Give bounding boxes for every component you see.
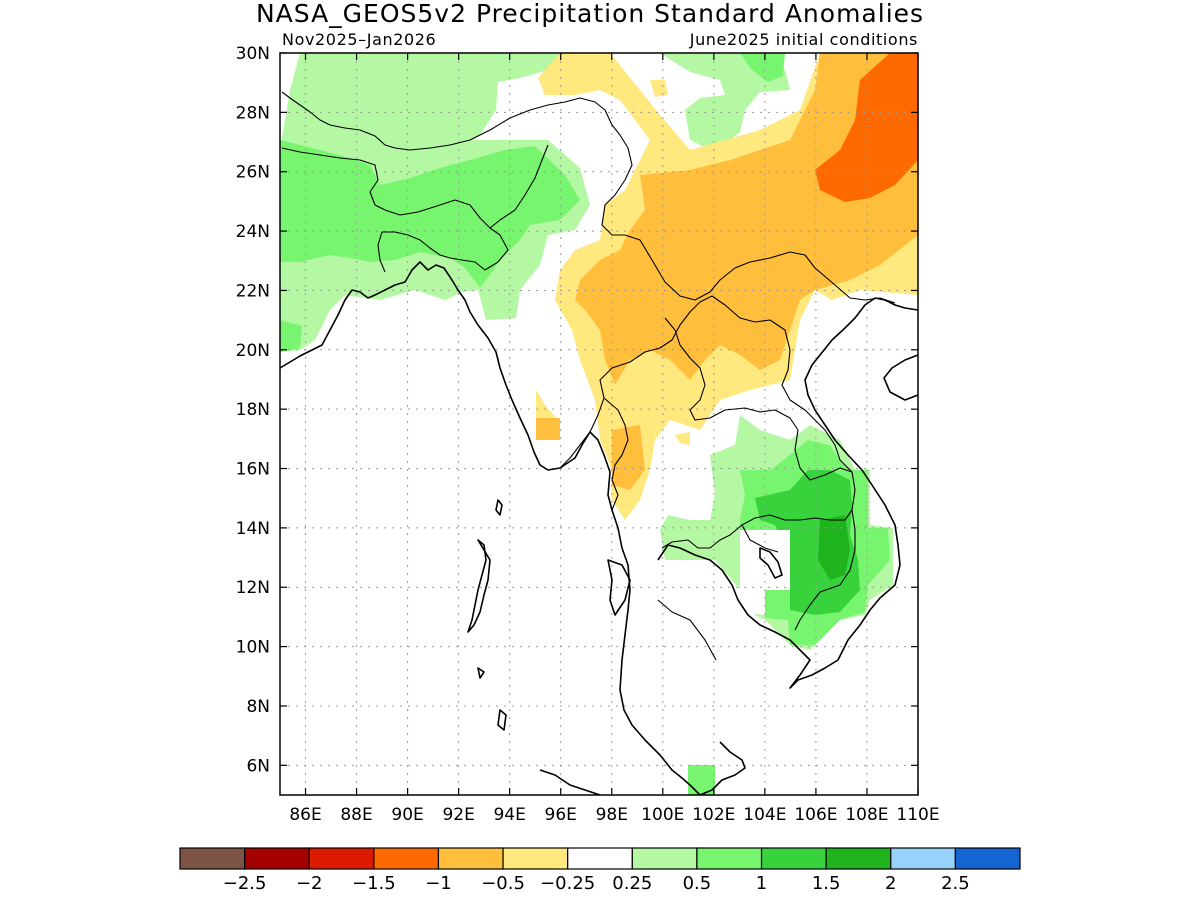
colorbar-swatch bbox=[373, 847, 440, 870]
y-tick-label: 12N bbox=[236, 578, 270, 598]
x-tick-label: 102E bbox=[692, 805, 735, 825]
colorbar-swatch bbox=[696, 847, 763, 870]
period-label: Nov2025–Jan2026 bbox=[282, 30, 436, 49]
x-tick-label: 98E bbox=[596, 805, 628, 825]
x-tick-label: 100E bbox=[641, 805, 684, 825]
init-label: June2025 initial conditions bbox=[689, 30, 918, 49]
colorbar-label: −2.5 bbox=[223, 873, 267, 894]
colorbar-swatch bbox=[825, 847, 892, 870]
anomaly-shading bbox=[280, 53, 918, 795]
y-tick-label: 6N bbox=[246, 756, 270, 776]
colorbar-swatch bbox=[437, 847, 504, 870]
masked-region bbox=[740, 530, 790, 615]
colorbar-label: 2 bbox=[885, 873, 896, 894]
x-tick-label: 110E bbox=[896, 805, 939, 825]
axis-ticks: 86E 88E 90E 92E 94E 96E 98E 100E 102E 104E 106E 108… bbox=[236, 44, 940, 825]
colorbar-swatch bbox=[890, 847, 956, 870]
colorbar-swatch bbox=[308, 847, 375, 870]
x-tick-label: 92E bbox=[442, 805, 474, 825]
colorbar-swatch bbox=[244, 847, 310, 870]
x-tick-label: 106E bbox=[794, 805, 837, 825]
y-tick-label: 28N bbox=[236, 103, 270, 123]
map-panel bbox=[280, 53, 918, 795]
y-tick-label: 26N bbox=[236, 163, 270, 183]
anomaly-area-negative bbox=[612, 425, 645, 490]
y-tick-label: 24N bbox=[236, 222, 270, 242]
colorbar: −2.5 −2 −1.5 −1 −0.5 −0.25 0.25 0.5 1 1.5 2 2.5 bbox=[179, 847, 1021, 894]
colorbar-label: −1.5 bbox=[352, 873, 396, 894]
anomaly-area-negative bbox=[675, 432, 690, 445]
colorbar-label: −0.25 bbox=[540, 873, 595, 894]
x-tick-label: 86E bbox=[289, 805, 321, 825]
anomaly-area-positive bbox=[280, 320, 302, 352]
anomaly-area-positive bbox=[688, 765, 715, 795]
colorbar-label: 2.5 bbox=[941, 873, 970, 894]
y-tick-label: 20N bbox=[236, 341, 270, 361]
x-tick-label: 90E bbox=[391, 805, 423, 825]
colorbar-label: −2 bbox=[296, 873, 323, 894]
colorbar-label: 0.25 bbox=[612, 873, 652, 894]
y-tick-label: 30N bbox=[236, 44, 270, 64]
y-tick-label: 16N bbox=[236, 460, 270, 480]
x-tick-label: 94E bbox=[493, 805, 525, 825]
country-borders bbox=[281, 91, 896, 661]
anomaly-area-negative bbox=[815, 53, 918, 202]
anomaly-area-positive bbox=[280, 140, 580, 288]
colorbar-label: 0.5 bbox=[683, 873, 712, 894]
y-tick-label: 14N bbox=[236, 519, 270, 539]
colorbar-label: 1 bbox=[756, 873, 767, 894]
y-tick-label: 22N bbox=[236, 281, 270, 301]
figure-title: NASA_GEOS5v2 Precipitation Standard Anom… bbox=[256, 0, 924, 28]
colorbar-swatch bbox=[760, 847, 827, 870]
x-tick-label: 88E bbox=[340, 805, 372, 825]
colorbar-swatch bbox=[567, 847, 633, 870]
coastline-outline bbox=[280, 261, 918, 795]
colorbar-label: −0.5 bbox=[481, 873, 525, 894]
x-tick-label: 108E bbox=[845, 805, 888, 825]
anomaly-area-negative bbox=[650, 80, 668, 97]
map-frame bbox=[279, 52, 919, 796]
colorbar-label: 1.5 bbox=[812, 873, 841, 894]
x-tick-label: 96E bbox=[545, 805, 577, 825]
y-tick-label: 10N bbox=[236, 638, 270, 658]
anomaly-area-negative bbox=[575, 53, 918, 385]
colorbar-swatch bbox=[502, 847, 569, 870]
anomaly-area-positive bbox=[660, 53, 790, 152]
colorbar-swatch bbox=[179, 847, 246, 870]
colorbar-label: −1 bbox=[425, 873, 452, 894]
x-tick-label: 104E bbox=[743, 805, 786, 825]
anomaly-area-positive bbox=[740, 53, 785, 82]
colorbar-swatch bbox=[631, 847, 698, 870]
y-tick-label: 18N bbox=[236, 400, 270, 420]
anomaly-area-negative bbox=[536, 418, 560, 440]
colorbar-swatch bbox=[954, 847, 1021, 870]
anomaly-area-positive bbox=[818, 515, 850, 580]
y-tick-label: 8N bbox=[246, 697, 270, 717]
